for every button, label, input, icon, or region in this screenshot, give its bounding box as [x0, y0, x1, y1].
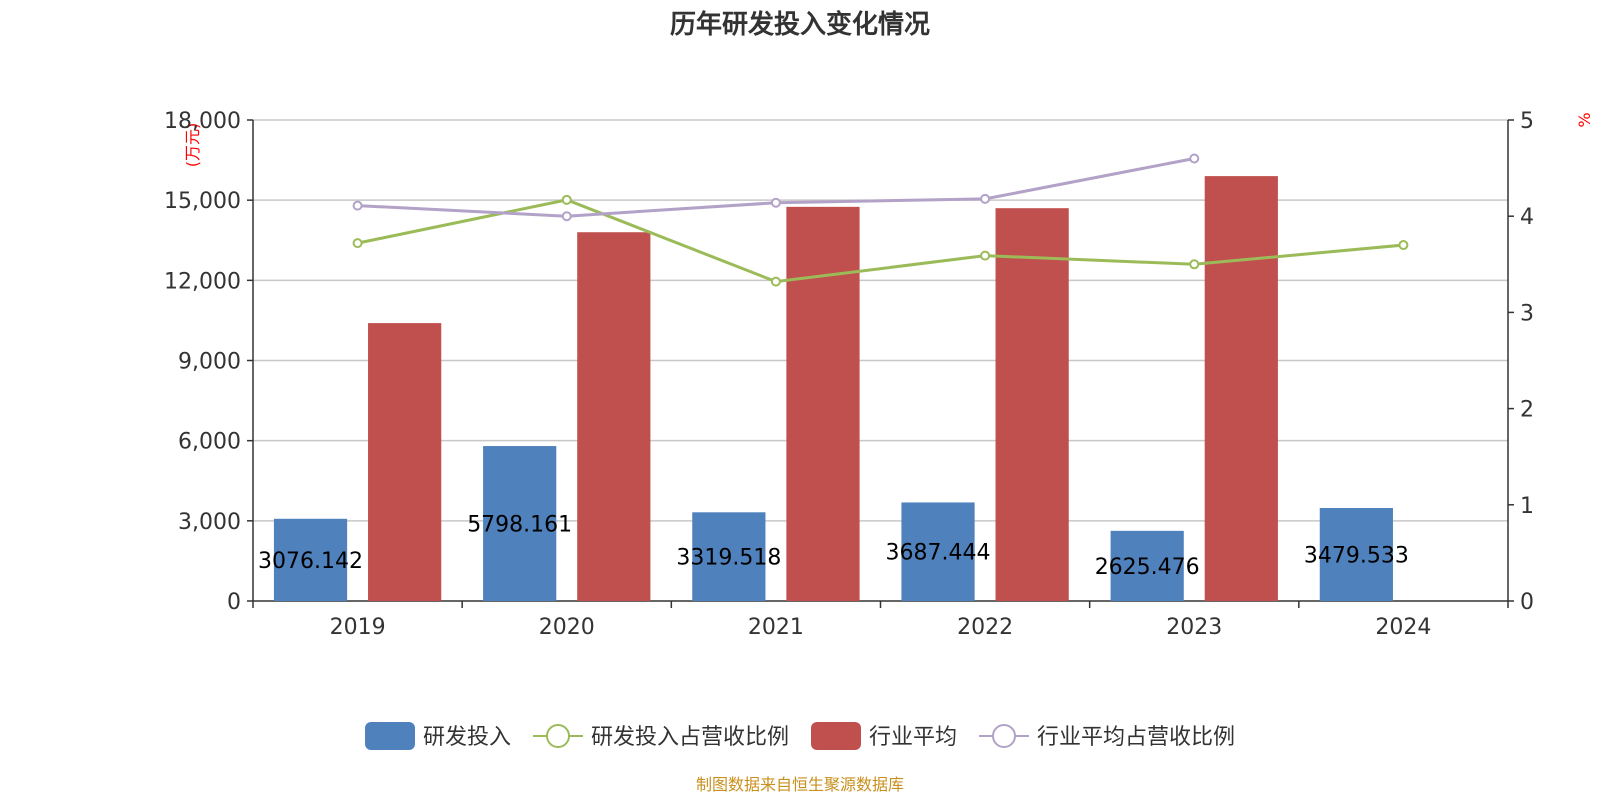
- line-point: [770, 276, 781, 287]
- line-point: [561, 211, 572, 222]
- bar-value-label: 3687.444: [886, 541, 991, 566]
- bar: [1204, 176, 1278, 601]
- bar-value-label: 3479.533: [1304, 544, 1409, 569]
- bar-value-label: 3076.142: [258, 549, 363, 574]
- legend-label: 研发投入: [423, 725, 511, 750]
- right-tick-label: 5: [1520, 109, 1534, 134]
- bar: [483, 446, 557, 601]
- bar: [1319, 508, 1393, 601]
- legend-label: 行业平均占营收比例: [1037, 725, 1235, 750]
- bar: [901, 502, 975, 601]
- line-point: [1189, 153, 1200, 164]
- left-tick-label: 0: [227, 590, 241, 615]
- x-tick-label: 2022: [957, 615, 1013, 640]
- left-tick-label: 3,000: [178, 510, 241, 535]
- legend-label: 研发投入占营收比例: [591, 725, 789, 750]
- bar-value-label: 3319.518: [676, 546, 781, 571]
- line-point: [1189, 259, 1200, 270]
- bars: [273, 176, 1393, 601]
- right-axis-unit: %: [1575, 112, 1594, 127]
- left-tick-label: 6,000: [178, 430, 241, 455]
- line-point: [980, 193, 991, 204]
- left-tick-label: 18,000: [164, 109, 241, 134]
- series-line: [357, 198, 1404, 284]
- chart-title: 历年研发投入变化情况: [670, 9, 930, 40]
- bar: [786, 206, 860, 601]
- legend-swatch: [811, 722, 861, 750]
- bar-value-label: 5798.161: [467, 513, 572, 538]
- axes: 0 3,000 6,000 9,000 12,000 15,000 18,000 0 1 2 3 4 5…: [164, 109, 1534, 640]
- bar: [692, 512, 766, 601]
- legend: 研发投入 研发投入占营收比例 行业平均 行业平均占营收比例: [365, 722, 1235, 750]
- bar: [1110, 530, 1184, 601]
- legend-marker: [992, 724, 1016, 748]
- x-tick-label: 2024: [1375, 615, 1431, 640]
- legend-label: 行业平均: [869, 725, 957, 750]
- line-point: [1398, 240, 1409, 251]
- left-tick-label: 9,000: [178, 350, 241, 375]
- left-axis-unit: (万元): [183, 123, 202, 168]
- x-tick-label: 2023: [1166, 615, 1222, 640]
- x-tick-label: 2020: [539, 615, 595, 640]
- left-tick-label: 15,000: [164, 189, 241, 214]
- bar: [995, 208, 1069, 601]
- source-note: 制图数据来自恒生聚源数据库: [696, 775, 904, 794]
- data-labels: 3076.142 5798.161 3319.518 3687.444 2625.476…: [258, 513, 1409, 580]
- series-lines: [352, 153, 1409, 287]
- line-point: [980, 250, 991, 261]
- x-tick-label: 2019: [330, 615, 386, 640]
- legend-swatch: [365, 722, 415, 750]
- line-point: [770, 197, 781, 208]
- legend-marker: [546, 724, 570, 748]
- right-tick-label: 0: [1520, 590, 1534, 615]
- line-point: [561, 194, 572, 205]
- left-tick-label: 12,000: [164, 269, 241, 294]
- right-tick-label: 4: [1520, 205, 1534, 230]
- right-tick-label: 2: [1520, 398, 1534, 423]
- x-tick-label: 2021: [748, 615, 804, 640]
- bar: [273, 518, 348, 601]
- bar-value-label: 2625.476: [1095, 555, 1200, 580]
- line-point: [352, 238, 363, 249]
- bar: [577, 232, 651, 601]
- bar: [368, 323, 442, 601]
- right-tick-label: 1: [1520, 494, 1534, 519]
- line-point: [352, 200, 363, 211]
- right-tick-label: 3: [1520, 301, 1534, 326]
